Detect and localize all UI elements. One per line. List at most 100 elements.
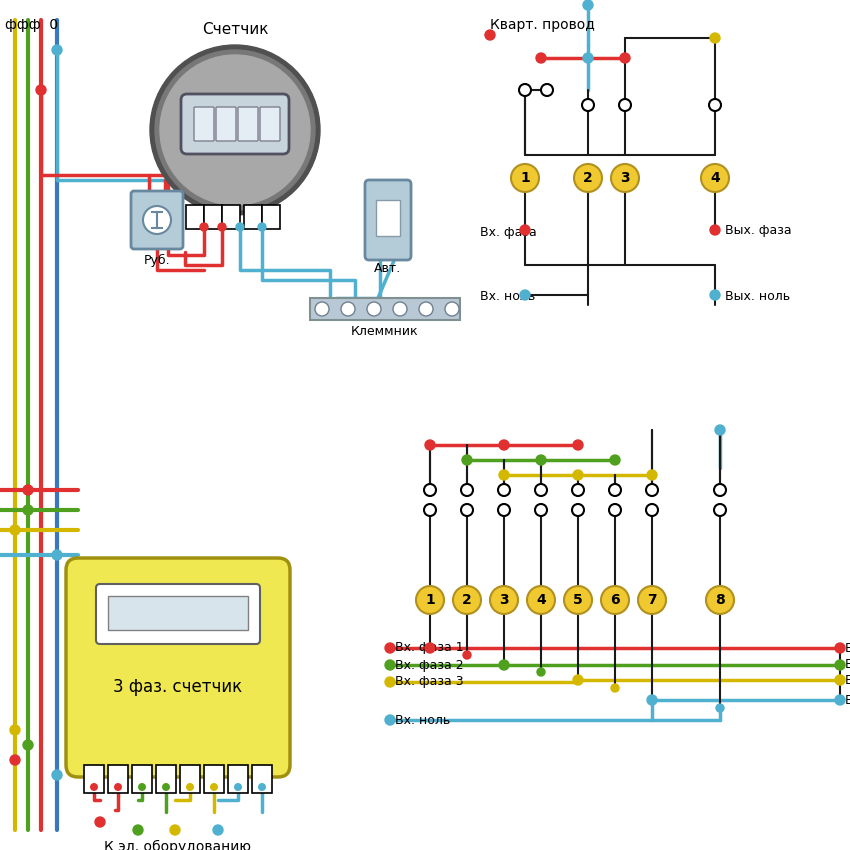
- Text: ффф  0: ффф 0: [5, 18, 58, 32]
- Circle shape: [462, 455, 472, 465]
- Circle shape: [498, 484, 510, 496]
- Text: Кварт. провод: Кварт. провод: [490, 18, 595, 32]
- Circle shape: [583, 53, 593, 63]
- FancyBboxPatch shape: [186, 205, 204, 229]
- Circle shape: [170, 825, 180, 835]
- FancyBboxPatch shape: [84, 765, 104, 793]
- FancyBboxPatch shape: [204, 205, 222, 229]
- FancyBboxPatch shape: [376, 200, 400, 236]
- Circle shape: [573, 675, 583, 685]
- Circle shape: [10, 755, 20, 765]
- Circle shape: [419, 302, 433, 316]
- Circle shape: [385, 643, 395, 653]
- FancyBboxPatch shape: [194, 107, 214, 141]
- Circle shape: [835, 660, 845, 670]
- Circle shape: [393, 302, 407, 316]
- Text: Счетчик: Счетчик: [201, 22, 269, 37]
- FancyBboxPatch shape: [252, 765, 272, 793]
- Circle shape: [52, 45, 62, 55]
- Circle shape: [706, 586, 734, 614]
- Text: Вх. фаза: Вх. фаза: [480, 225, 536, 239]
- FancyBboxPatch shape: [238, 107, 258, 141]
- Circle shape: [647, 695, 657, 705]
- Circle shape: [210, 783, 218, 791]
- Circle shape: [499, 440, 509, 450]
- FancyBboxPatch shape: [132, 765, 152, 793]
- Circle shape: [90, 783, 98, 791]
- Text: Руб.: Руб.: [144, 254, 170, 267]
- Circle shape: [620, 53, 630, 63]
- Text: Вых. 2: Вых. 2: [845, 659, 850, 672]
- Circle shape: [647, 470, 657, 480]
- Circle shape: [535, 484, 547, 496]
- Circle shape: [162, 783, 170, 791]
- Circle shape: [714, 484, 726, 496]
- Circle shape: [463, 651, 471, 659]
- Circle shape: [186, 783, 194, 791]
- Text: 3 фаз. счетчик: 3 фаз. счетчик: [113, 678, 242, 696]
- FancyBboxPatch shape: [365, 180, 411, 260]
- Circle shape: [646, 504, 658, 516]
- Text: К эл. оборудованию: К эл. оборудованию: [105, 840, 252, 850]
- Text: Вх. фаза 1: Вх. фаза 1: [395, 642, 463, 654]
- Circle shape: [160, 55, 310, 205]
- Circle shape: [23, 485, 33, 495]
- Circle shape: [638, 586, 666, 614]
- Circle shape: [710, 225, 720, 235]
- Text: Вх. ноль: Вх. ноль: [395, 713, 450, 727]
- Circle shape: [485, 30, 495, 40]
- Text: Вх. ноль: Вх. ноль: [480, 290, 536, 303]
- Circle shape: [416, 586, 444, 614]
- Circle shape: [564, 586, 592, 614]
- Circle shape: [385, 677, 395, 687]
- Text: Вых. ноль: Вых. ноль: [725, 290, 790, 303]
- Text: 1: 1: [425, 593, 435, 607]
- Circle shape: [498, 504, 510, 516]
- Text: 3: 3: [620, 171, 630, 185]
- Circle shape: [143, 206, 171, 234]
- FancyBboxPatch shape: [180, 765, 200, 793]
- Circle shape: [213, 825, 223, 835]
- Circle shape: [610, 455, 620, 465]
- FancyBboxPatch shape: [204, 765, 224, 793]
- Circle shape: [601, 586, 629, 614]
- Circle shape: [95, 817, 105, 827]
- Circle shape: [714, 504, 726, 516]
- Circle shape: [573, 470, 583, 480]
- Circle shape: [453, 586, 481, 614]
- Circle shape: [646, 484, 658, 496]
- Circle shape: [23, 740, 33, 750]
- Circle shape: [10, 525, 20, 535]
- Text: 5: 5: [573, 593, 583, 607]
- FancyBboxPatch shape: [310, 298, 460, 320]
- Circle shape: [609, 504, 621, 516]
- Circle shape: [611, 684, 619, 692]
- FancyBboxPatch shape: [96, 584, 260, 644]
- Circle shape: [716, 704, 724, 712]
- FancyBboxPatch shape: [244, 205, 262, 229]
- Text: Вых. 3: Вых. 3: [845, 673, 850, 687]
- Circle shape: [701, 164, 729, 192]
- FancyBboxPatch shape: [108, 765, 128, 793]
- Text: Авт.: Авт.: [374, 262, 401, 275]
- Circle shape: [36, 85, 46, 95]
- Circle shape: [574, 164, 602, 192]
- Circle shape: [519, 84, 531, 96]
- FancyBboxPatch shape: [131, 191, 183, 249]
- Circle shape: [424, 504, 436, 516]
- Circle shape: [385, 660, 395, 670]
- Circle shape: [490, 586, 518, 614]
- Circle shape: [541, 84, 553, 96]
- Circle shape: [527, 586, 555, 614]
- FancyBboxPatch shape: [108, 596, 248, 630]
- Text: Клеммник: Клеммник: [351, 325, 419, 338]
- Circle shape: [52, 550, 62, 560]
- Circle shape: [258, 223, 266, 231]
- Circle shape: [499, 660, 509, 670]
- Circle shape: [536, 455, 546, 465]
- Circle shape: [367, 302, 381, 316]
- Text: Вх. фаза 3: Вх. фаза 3: [395, 676, 463, 688]
- Circle shape: [537, 668, 545, 676]
- Text: Вх. фаза 2: Вх. фаза 2: [395, 659, 463, 672]
- Circle shape: [709, 99, 721, 111]
